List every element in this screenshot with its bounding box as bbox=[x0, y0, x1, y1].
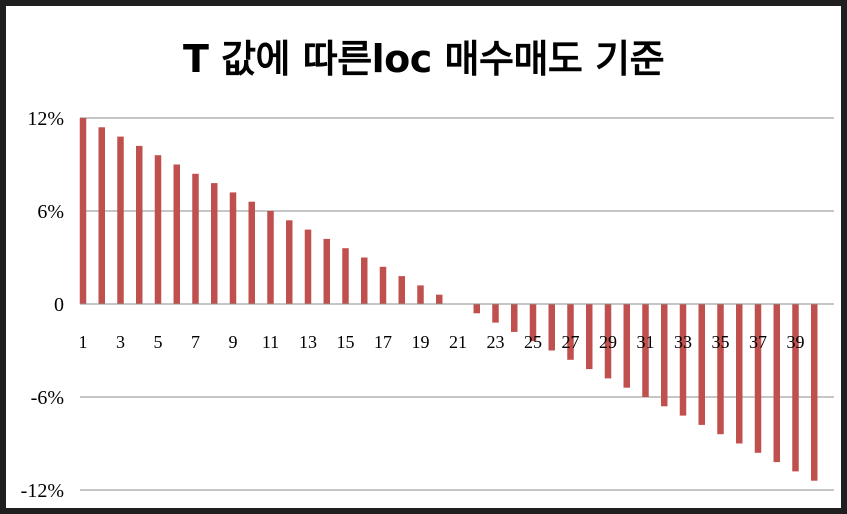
x-tick-label: 9 bbox=[229, 332, 238, 352]
x-tick-label: 31 bbox=[637, 332, 655, 352]
bar bbox=[154, 155, 162, 304]
bar bbox=[98, 127, 105, 304]
bar bbox=[642, 304, 649, 397]
x-tick-label: 33 bbox=[674, 332, 692, 352]
chart-title: T 값에 따른loc 매수매도 기준 bbox=[182, 37, 665, 81]
bar bbox=[342, 248, 349, 304]
x-tick-label: 23 bbox=[487, 332, 505, 352]
x-tick-label: 17 bbox=[374, 332, 392, 352]
bar bbox=[529, 304, 537, 342]
bar bbox=[698, 304, 705, 425]
x-tick-label: 1 bbox=[79, 332, 88, 352]
x-tick-label: 3 bbox=[116, 332, 125, 352]
bar bbox=[736, 304, 743, 444]
y-tick-label: -6% bbox=[31, 387, 64, 409]
bar bbox=[754, 304, 762, 453]
x-tick-label: 39 bbox=[787, 332, 805, 352]
x-tick-label: 25 bbox=[524, 332, 542, 352]
bar bbox=[136, 145, 143, 304]
bar bbox=[398, 276, 405, 304]
bar bbox=[173, 164, 180, 304]
bar bbox=[304, 229, 312, 304]
bar bbox=[267, 211, 274, 304]
bar bbox=[473, 304, 480, 314]
bar bbox=[679, 304, 687, 416]
chart-frame: T 값에 따른loc 매수매도 기준 12% 6% 0 -6% -12% 1 3 5 7 9 11… bbox=[6, 6, 841, 508]
bar bbox=[623, 304, 630, 388]
y-tick-label: -12% bbox=[21, 480, 64, 502]
y-tick-label: 0 bbox=[54, 294, 64, 316]
bar bbox=[229, 192, 237, 304]
x-tick-label: 21 bbox=[449, 332, 467, 352]
bar bbox=[717, 304, 724, 435]
bar bbox=[492, 304, 499, 323]
x-tick-label: 29 bbox=[599, 332, 617, 352]
bar bbox=[567, 304, 574, 360]
bar bbox=[323, 238, 330, 304]
bars bbox=[79, 118, 818, 481]
bar bbox=[511, 304, 518, 332]
x-tick-label: 35 bbox=[712, 332, 730, 352]
x-tick-label: 13 bbox=[299, 332, 317, 352]
bar bbox=[792, 304, 799, 472]
bar bbox=[548, 304, 555, 351]
bar bbox=[604, 304, 612, 379]
bar bbox=[211, 183, 218, 304]
bar bbox=[248, 201, 255, 304]
bar bbox=[661, 304, 668, 407]
y-axis-ticks: 12% 6% 0 -6% -12% bbox=[21, 108, 64, 502]
y-tick-label: 12% bbox=[27, 108, 64, 130]
bar bbox=[286, 220, 293, 304]
bar bbox=[79, 118, 87, 304]
x-tick-label: 5 bbox=[154, 332, 163, 352]
x-tick-label: 27 bbox=[562, 332, 580, 352]
bar bbox=[586, 304, 593, 370]
bar bbox=[361, 257, 368, 304]
bar bbox=[811, 304, 818, 481]
bar bbox=[773, 304, 780, 463]
bar bbox=[417, 285, 424, 304]
gridlines bbox=[80, 117, 834, 491]
x-axis-ticks: 1 3 5 7 9 11 13 15 17 19 21 23 25 27 29 31 33 35 37 39 bbox=[79, 332, 805, 352]
y-tick-label: 6% bbox=[37, 201, 64, 223]
x-tick-label: 37 bbox=[749, 332, 767, 352]
chart-plot-area: 12%6%0-6%-12% 1 3 5 7 9 11 13 15 17 19 21 23 25 27 29 3… bbox=[21, 108, 834, 502]
x-tick-label: 19 bbox=[412, 332, 430, 352]
x-tick-label: 7 bbox=[191, 332, 200, 352]
bar bbox=[117, 136, 124, 304]
x-tick-label: 11 bbox=[262, 332, 279, 352]
bar bbox=[192, 173, 199, 304]
bar bbox=[436, 294, 443, 304]
bar bbox=[379, 266, 387, 304]
x-tick-label: 15 bbox=[337, 332, 355, 352]
